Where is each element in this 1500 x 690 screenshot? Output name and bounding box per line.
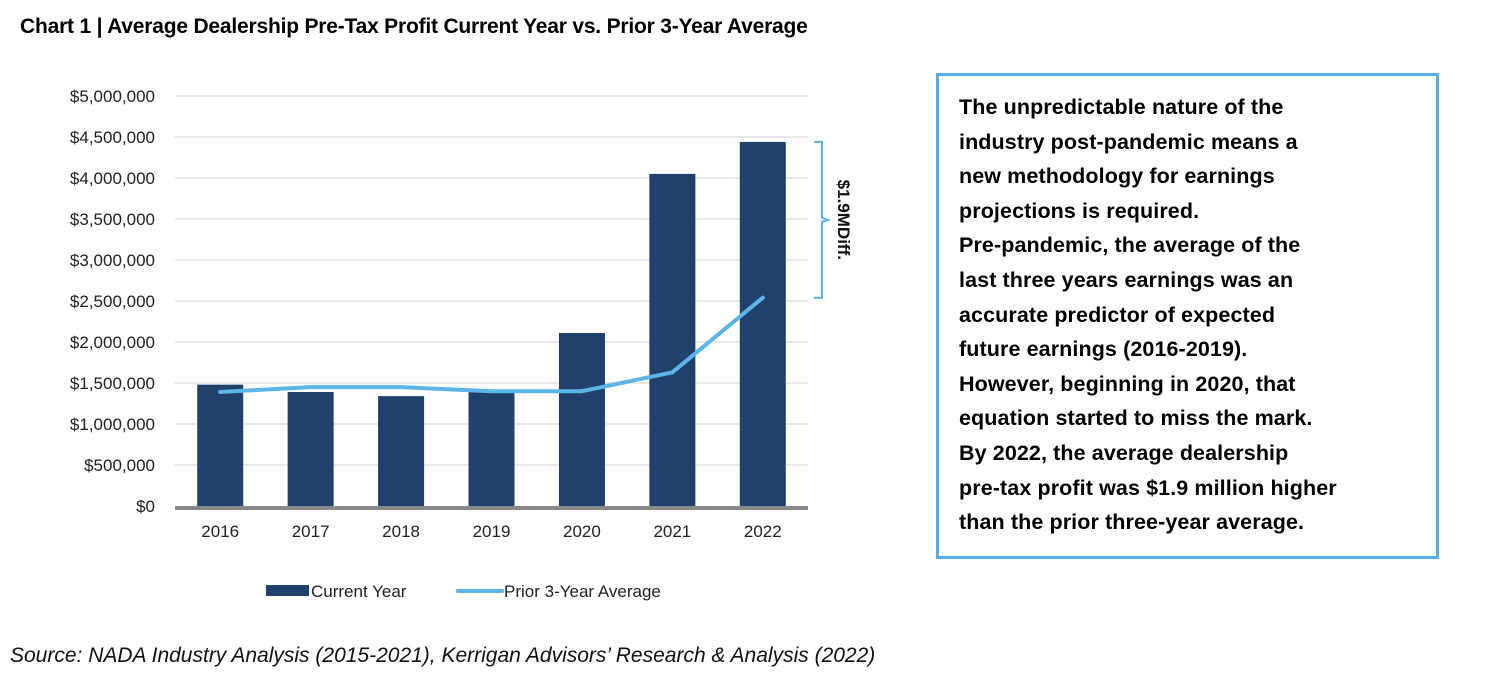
y-tick-label: $4,000,000 — [70, 169, 155, 188]
y-tick-label: $5,000,000 — [70, 87, 155, 106]
x-tick-label: 2019 — [473, 522, 511, 541]
line-point-2021 — [670, 370, 675, 375]
legend-label-current-year: Current Year — [311, 582, 407, 601]
y-tick-label: $2,000,000 — [70, 333, 155, 352]
line-points — [218, 295, 765, 395]
commentary-line: last three years earnings was an — [959, 267, 1294, 292]
commentary-line: industry post-pandemic means a — [959, 129, 1298, 154]
commentary-line: new methodology for earnings — [959, 164, 1275, 189]
y-tick-label: $500,000 — [84, 456, 155, 475]
legend-label-prior-3-year-average: Prior 3-Year Average — [504, 582, 661, 601]
bar-2017 — [287, 392, 334, 506]
x-tick-label: 2020 — [563, 522, 601, 541]
commentary-line: However, beginning in 2020, that — [959, 371, 1296, 396]
x-tick-label: 2021 — [653, 522, 691, 541]
line-point-2016 — [218, 390, 223, 395]
commentary-line: pre-tax profit was $1.9 million higher — [959, 475, 1337, 500]
x-tick-label: 2018 — [382, 522, 420, 541]
bar-2022 — [739, 141, 786, 507]
line-point-2022 — [760, 295, 765, 300]
difference-label: $1.9MDiff. — [834, 180, 853, 260]
commentary-line: than the prior three-year average. — [959, 510, 1305, 535]
commentary-line: accurate predictor of expected — [959, 302, 1276, 327]
legend-swatch-current-year — [266, 585, 309, 596]
line-point-2019 — [489, 389, 494, 394]
x-tick-label: 2022 — [744, 522, 782, 541]
line-point-2018 — [399, 385, 404, 390]
commentary-line: Pre-pandemic, the average of the — [959, 233, 1301, 258]
bar-2016 — [197, 384, 244, 506]
line-point-2020 — [579, 389, 584, 394]
bar-2020 — [558, 332, 605, 506]
x-tick-label: 2016 — [201, 522, 239, 541]
commentary-text: The unpredictable nature of the industry … — [959, 90, 1416, 540]
commentary-box: The unpredictable nature of the industry … — [936, 73, 1439, 559]
line-point-2017 — [308, 385, 313, 390]
y-axis-ticks: $0 $500,000 $1,000,000 $1,500,000 $2,000,000… — [70, 87, 155, 516]
difference-bracket — [814, 140, 832, 299]
commentary-line: The unpredictable nature of the — [959, 95, 1284, 119]
y-tick-label: $0 — [136, 497, 155, 516]
difference-annotation: $1.9MDiff. — [814, 140, 853, 299]
bar-2019 — [468, 392, 515, 506]
y-tick-label: $1,500,000 — [70, 374, 155, 393]
bar-line-chart: $0 $500,000 $1,000,000 $1,500,000 $2,000,000… — [70, 87, 853, 601]
source-note: Source: NADA Industry Analysis (2015-202… — [10, 644, 876, 667]
y-tick-label: $3,000,000 — [70, 251, 155, 270]
legend: Current Year Prior 3-Year Average — [266, 582, 661, 601]
bars-current-year — [197, 141, 786, 507]
y-tick-label: $2,500,000 — [70, 292, 155, 311]
commentary-line: By 2022, the average dealership — [959, 440, 1289, 465]
y-tick-label: $3,500,000 — [70, 210, 155, 229]
y-tick-label: $1,000,000 — [70, 415, 155, 434]
chart-title: Chart 1 | Average Dealership Pre-Tax Pro… — [20, 15, 808, 38]
commentary-line: equation started to miss the mark. — [959, 406, 1313, 431]
x-tick-label: 2017 — [292, 522, 330, 541]
bar-2018 — [378, 396, 425, 506]
x-axis-ticks: 2016 2017 2018 2019 2020 2021 2022 — [201, 522, 781, 541]
gridlines — [175, 95, 808, 466]
commentary-line: future earnings (2016-2019). — [959, 337, 1248, 362]
y-tick-label: $4,500,000 — [70, 128, 155, 147]
bar-2021 — [649, 173, 696, 506]
commentary-line: projections is required. — [959, 198, 1200, 223]
